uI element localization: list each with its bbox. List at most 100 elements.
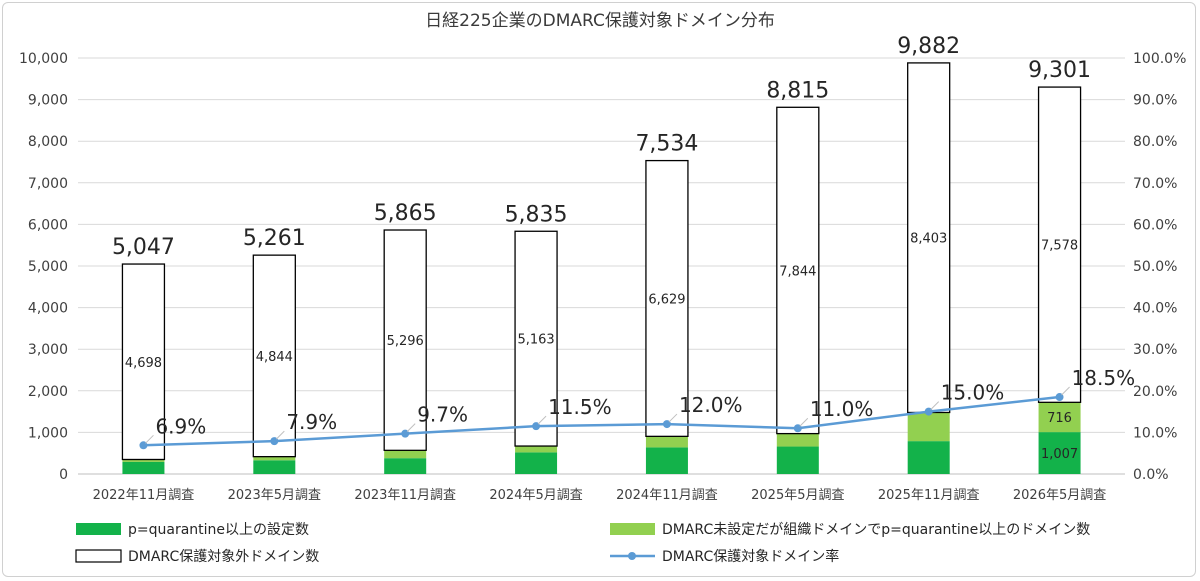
segment-label-quarantine: 1,007: [1041, 447, 1078, 462]
rate-label: 6.9%: [155, 414, 206, 438]
y-tick-label: 3,000: [28, 342, 68, 358]
y2-tick-label: 90.0%: [1133, 93, 1177, 109]
legend-marker-rate: [628, 552, 636, 560]
bar-segment-org-quarantine: [515, 446, 558, 453]
bar-segment-org-quarantine: [907, 412, 950, 442]
bar-segment-org-quarantine: [384, 450, 427, 459]
x-tick-label: 2022年11月調査: [93, 488, 195, 503]
y-tick-label: 0: [59, 467, 68, 483]
bar-segment-quarantine: [384, 458, 427, 474]
y2-tick-label: 70.0%: [1133, 176, 1177, 192]
rate-label: 18.5%: [1072, 366, 1136, 390]
rate-label-leader: [537, 415, 547, 425]
bar-segment-unprotected: [252, 254, 296, 458]
bar-total-label: 5,047: [112, 235, 175, 260]
bar-segment-quarantine: [776, 446, 819, 474]
y2-tick-label: 60.0%: [1133, 217, 1177, 233]
bar-segment-unprotected: [121, 263, 166, 461]
y-axis-right: 0.0% 10.0% 20.0% 30.0% 40.0% 50.0% 60.0% 70.0% 8…: [1133, 51, 1186, 483]
legend-label-lightgreen: DMARC未設定だが組織ドメインでp=quarantine以上のドメイン数: [662, 522, 1090, 538]
bar-segment-unprotected: [776, 106, 820, 435]
y2-tick-label: 40.0%: [1133, 301, 1177, 317]
segment-label-unprotected: 7,578: [1041, 239, 1078, 254]
y-axis-left: 0 1,000 2,000 3,000 4,000 5,000 6,000 7,000 8,00…: [19, 51, 68, 483]
x-tick-label: 2023年11月調査: [354, 488, 456, 503]
bar-total-label: 9,301: [1028, 58, 1091, 83]
y-tick-label: 5,000: [28, 259, 68, 275]
legend-swatch-white: [75, 549, 122, 563]
y-tick-label: 8,000: [28, 134, 68, 150]
gridlines: [78, 57, 1125, 475]
y-tick-label: 9,000: [28, 93, 68, 109]
x-tick-label: 2023年5月調査: [228, 488, 321, 503]
y2-tick-label: 0.0%: [1133, 467, 1169, 483]
bar-segment-unprotected: [514, 230, 558, 447]
rate-label-leader: [930, 401, 940, 410]
segment-label-unprotected: 5,296: [387, 334, 424, 349]
legend-label-white: DMARC保護対象外ドメイン数: [128, 549, 319, 565]
y-tick-label: 10,000: [19, 51, 68, 67]
rate-label-leader: [668, 413, 678, 423]
segment-label-unprotected: 8,403: [910, 232, 947, 247]
bar-segment-unprotected: [645, 159, 689, 438]
y-tick-label: 7,000: [28, 176, 68, 192]
bar-total-label: 9,882: [897, 34, 960, 59]
x-tick-label: 2025年11月調査: [878, 488, 980, 503]
bar-segment-org-quarantine: [1038, 402, 1081, 433]
bar-segment-unprotected: [383, 229, 427, 451]
y-tick-label: 6,000: [28, 217, 68, 233]
legend-label-green: p=quarantine以上の設定数: [128, 522, 309, 538]
x-axis: 2022年11月調査 2023年5月調査 2023年11月調査 2024年5月調査 20…: [93, 488, 1107, 503]
y2-tick-label: 80.0%: [1133, 134, 1177, 150]
segment-label-unprotected: 7,844: [779, 264, 816, 279]
rate-label: 11.5%: [548, 395, 612, 419]
rate-label: 15.0%: [941, 381, 1005, 405]
bar-total-label: 5,261: [243, 226, 306, 251]
bar-segment-unprotected: [907, 62, 951, 414]
y2-tick-label: 100.0%: [1133, 51, 1186, 67]
y2-tick-label: 50.0%: [1133, 259, 1177, 275]
bar-total-label: 8,815: [766, 78, 829, 103]
rate-label: 12.0%: [679, 393, 743, 417]
y-tick-label: 4,000: [28, 301, 68, 317]
y2-tick-label: 10.0%: [1133, 425, 1177, 441]
legend: p=quarantine以上の設定数 DMARC未設定だが組織ドメインでp=qu…: [75, 522, 1090, 565]
bar-segment-quarantine: [907, 441, 950, 474]
rate-label: 7.9%: [286, 410, 337, 434]
rate-line: [143, 395, 1060, 447]
segment-label-unprotected: 4,844: [256, 350, 293, 365]
rate-label-leader: [799, 417, 809, 427]
y2-tick-label: 30.0%: [1133, 342, 1177, 358]
bar-segment-org-quarantine: [253, 456, 296, 461]
bar-total-label: 5,835: [505, 202, 568, 227]
bar-segment-quarantine: [253, 460, 296, 474]
y2-tick-label: 20.0%: [1133, 384, 1177, 400]
segment-label-org-quarantine: 716: [1047, 411, 1072, 426]
bar-segment-quarantine: [122, 461, 165, 474]
bar-segment-org-quarantine: [645, 436, 688, 448]
bar-segment-org-quarantine: [776, 433, 819, 447]
y-tick-label: 2,000: [28, 384, 68, 400]
rate-label-leader: [145, 434, 154, 444]
rate-label: 9.7%: [417, 403, 468, 427]
legend-swatch-lightgreen: [610, 523, 655, 535]
segment-label-unprotected: 4,698: [125, 356, 162, 371]
x-tick-label: 2025年5月調査: [751, 488, 844, 503]
x-tick-label: 2024年11月調査: [616, 488, 718, 503]
x-tick-label: 2026年5月調査: [1013, 488, 1106, 503]
y-tick-label: 1,000: [28, 425, 68, 441]
rate-label-leader: [1061, 386, 1070, 396]
bar-segment-quarantine: [1038, 432, 1081, 474]
bar-total-label: 7,534: [635, 132, 698, 157]
rate-label: 11.0%: [810, 397, 874, 421]
bar-series: 4,698 5,047 4,844 5,261 5,296 5,865 5,163 5,835…: [112, 34, 1091, 474]
x-tick-label: 2024年5月調査: [489, 488, 582, 503]
legend-swatch-green: [76, 523, 121, 535]
bar-segment-org-quarantine: [122, 459, 165, 462]
bar-segment-unprotected: [1037, 86, 1082, 403]
bar-total-label: 5,865: [374, 201, 437, 226]
legend-label-rate: DMARC保護対象ドメイン率: [662, 548, 839, 565]
rate-label-leader: [406, 423, 416, 433]
